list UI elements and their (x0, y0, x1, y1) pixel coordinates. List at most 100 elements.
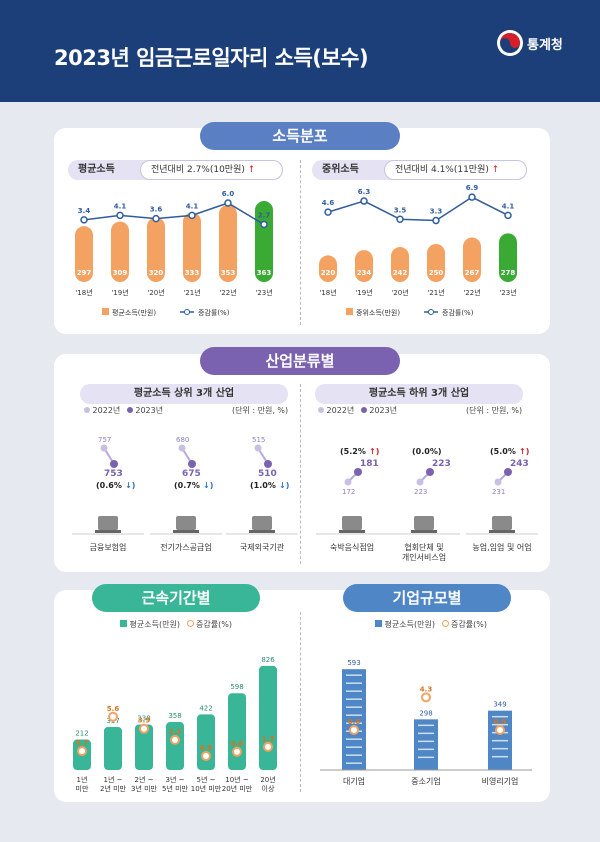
industry-name: 국제외국기관 (240, 542, 285, 552)
legend-line-label: 증감률(%) (442, 309, 474, 317)
x-tick-label: '23년 (255, 288, 272, 297)
value-2022: 680 (176, 436, 189, 444)
income-bar (427, 244, 445, 282)
income-bar (355, 250, 373, 282)
x-tick-label: '18년 (75, 288, 92, 297)
x-tick-label: '19년 (355, 288, 372, 297)
value-2022: 223 (414, 488, 427, 496)
legend-bar-label: 평균소득(만원) (129, 620, 180, 629)
bank-icon (95, 516, 121, 533)
x-tick-label: 10년 미만 (191, 784, 222, 793)
rate-point (80, 216, 88, 224)
avg-label: 평균소득 (78, 164, 115, 175)
income-bar (463, 237, 481, 282)
rate-text: (0.7% (174, 481, 200, 490)
rate-point (396, 215, 404, 223)
page-title: 2023년 임금근로일자리 소득(보수) (54, 46, 369, 70)
rate-point (432, 216, 440, 225)
x-tick-label: 3년 ~ (166, 775, 185, 784)
legend-bar-label: 중위소득(만원) (356, 308, 400, 317)
legend-square (120, 620, 127, 627)
rate-point (468, 193, 476, 201)
rate-marker (139, 723, 149, 734)
bar-value-label: 297 (77, 269, 92, 277)
median-label: 중위소득 (322, 164, 359, 175)
up-arrow-icon: ↑ (244, 165, 256, 175)
legend-rate-label: 증감률(%) (196, 620, 232, 629)
legend-dot-2023 (126, 407, 133, 413)
bar-value-label: 422 (199, 704, 212, 712)
value-2022: 515 (252, 436, 265, 444)
income-bar (499, 233, 517, 282)
median-change: 전년대비 4.1%(11만원) (395, 165, 489, 175)
rate-label: 3.6 (150, 206, 163, 214)
rate-text: (0.0%) (412, 447, 442, 456)
rate-label: 3.9 (138, 717, 151, 725)
wheat-icon-base (489, 530, 515, 533)
rate-label: 4.6 (322, 199, 335, 207)
section3-title: 근속기간별 (92, 584, 260, 612)
x-tick-label: 20년 미만 (222, 784, 253, 793)
x-tick-label: '22년 (219, 288, 236, 297)
dot-2022 (254, 444, 262, 452)
income-bar (319, 255, 337, 282)
x-tick-label: '20년 (147, 288, 164, 297)
bar-value-label: 298 (419, 709, 432, 717)
rate-label: 1.3 (262, 735, 275, 743)
value-2023: 243 (510, 459, 529, 469)
building-bar (342, 669, 366, 770)
rate-text: (5.0% (490, 447, 516, 456)
x-tick-label: 5년 미만 (162, 784, 189, 793)
dot-2022 (100, 444, 108, 452)
value-2023: 510 (258, 469, 277, 479)
legend-dot-2022 (84, 407, 90, 413)
rate-point (224, 199, 232, 207)
rate-label: 4.3 (420, 685, 433, 693)
dot-2022 (344, 478, 352, 486)
rate-point (188, 211, 196, 220)
income-bar (219, 204, 237, 282)
bank-icon-shape (98, 516, 118, 530)
company-size-chart: 593 0.6 대기업 298 4.3 중소기업 349 0.9 비영리기업 (320, 659, 532, 786)
wheat-icon-shape (492, 516, 512, 530)
globe-icon-base (249, 530, 275, 533)
rate-label: 5.6 (107, 705, 120, 713)
rate-text: (5.2% (340, 447, 366, 456)
x-tick-label: 이상 (262, 784, 275, 793)
x-tick-label: 20년 (260, 775, 275, 784)
x-tick-label: 비영리기업 (482, 776, 519, 786)
avg-income-chart: 297 '18년 309 '19년 320 '20년 333 '21년 353 '22년 363 '2… (75, 190, 273, 317)
avg-change: 전년대비 2.7%(10만원) (151, 165, 245, 175)
unit-right: (단위 : 만원, %) (466, 406, 523, 415)
avg-income-subhead: 평균소득 전년대비 2.7%(10만원) ↑ (68, 160, 283, 180)
bar-value-label: 278 (501, 269, 516, 277)
industry-name: 농업,임업 및 어업 (472, 542, 531, 552)
legend-ring (441, 620, 449, 627)
rate-label: 0.0 (200, 744, 213, 752)
dot-2023 (264, 460, 272, 468)
value-2023: 675 (182, 469, 201, 479)
rate-label: 3.3 (430, 208, 443, 216)
legend-right: 2022년 2023년 (318, 405, 397, 416)
rate-point (152, 214, 160, 223)
industry-name: 숙박음식점업 (330, 542, 374, 552)
legend-dot-2022 (318, 407, 324, 413)
legend-line-label: 증감률(%) (198, 309, 230, 317)
x-tick-label: '20년 (391, 288, 408, 297)
bar-value-label: 338 (137, 714, 150, 722)
rate-label: 4.1 (186, 202, 199, 210)
x-tick-label: 중소기업 (411, 777, 440, 786)
plug-icon-shape (176, 516, 196, 530)
rate-marker (349, 725, 359, 735)
rate-marker (232, 746, 242, 757)
rate-label: 0.6 (231, 740, 244, 748)
income-bar (183, 212, 201, 282)
bottom3-subhead: 평균소득 하위 3개 산업 (315, 384, 523, 404)
people-icon-base (411, 530, 437, 533)
rate-marker (77, 746, 87, 757)
rate-marker (201, 751, 211, 761)
dot-2022 (494, 478, 502, 486)
section1-divider (300, 160, 301, 325)
section1-title: 소득분포 (200, 122, 400, 150)
